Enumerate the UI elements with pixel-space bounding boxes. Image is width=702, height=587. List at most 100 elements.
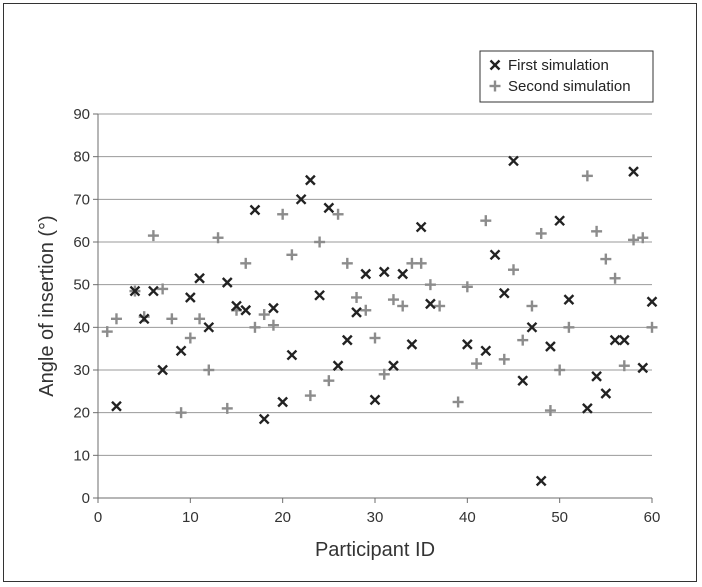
point-first-simulation	[323, 202, 335, 214]
point-second-simulation	[526, 300, 538, 312]
point-first-simulation	[360, 268, 372, 280]
x-tick-label: 40	[459, 509, 476, 526]
point-second-simulation	[480, 215, 492, 227]
point-first-simulation	[406, 339, 418, 350]
point-first-simulation	[221, 277, 233, 288]
point-first-simulation	[582, 403, 593, 414]
point-first-simulation	[277, 396, 289, 408]
point-first-simulation	[184, 292, 196, 303]
x-tick-label: 20	[274, 509, 291, 526]
point-second-simulation	[194, 313, 206, 325]
point-first-simulation	[498, 287, 510, 299]
legend-marker-first-simulation	[489, 59, 501, 71]
y-tick-label: 30	[73, 362, 90, 379]
point-second-simulation	[249, 321, 261, 333]
point-first-simulation	[249, 204, 261, 216]
y-tick-label: 40	[73, 319, 90, 336]
point-first-simulation	[600, 388, 612, 399]
point-second-simulation	[314, 236, 326, 248]
x-tick-label: 50	[551, 509, 568, 526]
point-first-simulation	[425, 298, 436, 310]
point-second-simulation	[240, 257, 252, 269]
y-tick-label: 20	[73, 405, 90, 422]
point-first-simulation	[194, 272, 205, 284]
point-second-simulation	[323, 375, 335, 387]
legend-label-second-simulation: Second simulation	[508, 78, 631, 95]
point-first-simulation	[526, 321, 538, 333]
point-first-simulation	[563, 294, 575, 305]
point-first-simulation	[369, 394, 381, 406]
point-first-simulation	[388, 360, 399, 372]
point-second-simulation	[544, 405, 556, 417]
point-second-simulation	[600, 253, 612, 265]
x-tick-label: 30	[367, 509, 384, 526]
legend-label-first-simulation: First simulation	[508, 57, 609, 74]
tick-labels: 0 10 20 30 40 50 60 70 80 90 0 10 20 30 40 50 60	[73, 106, 660, 526]
point-second-simulation	[258, 309, 270, 321]
point-second-simulation	[609, 272, 621, 284]
point-first-simulation	[157, 364, 168, 376]
point-first-simulation	[129, 285, 141, 297]
point-first-simulation	[148, 285, 159, 297]
point-second-simulation	[646, 321, 658, 333]
point-second-simulation	[184, 332, 196, 344]
y-axis-title: Angle of insertion (°)	[36, 215, 58, 396]
y-tick-label: 0	[82, 490, 90, 507]
point-first-simulation	[341, 334, 353, 346]
point-second-simulation	[341, 257, 353, 269]
x-axis-title: Participant ID	[315, 539, 435, 561]
point-first-simulation	[628, 166, 639, 177]
point-first-simulation	[286, 349, 298, 361]
point-first-simulation	[138, 313, 150, 325]
x-tick-label: 0	[94, 509, 102, 526]
point-second-simulation	[110, 313, 122, 325]
point-first-simulation	[618, 334, 630, 346]
point-first-simulation	[258, 413, 270, 425]
point-first-simulation	[637, 362, 649, 374]
point-second-simulation	[332, 208, 344, 220]
point-second-simulation	[508, 264, 519, 276]
point-first-simulation	[397, 268, 409, 280]
point-second-simulation	[397, 300, 409, 312]
point-second-simulation	[452, 396, 464, 408]
point-second-simulation	[581, 170, 593, 182]
point-second-simulation	[369, 332, 381, 344]
point-second-simulation	[637, 232, 649, 244]
point-second-simulation	[535, 227, 547, 239]
point-second-simulation	[212, 232, 224, 244]
point-second-simulation	[175, 407, 187, 419]
point-first-simulation	[231, 300, 242, 312]
point-second-simulation	[434, 300, 446, 312]
y-tick-label: 10	[73, 447, 90, 464]
point-second-simulation	[101, 326, 113, 338]
point-second-simulation	[628, 234, 640, 246]
point-first-simulation	[378, 266, 390, 278]
point-first-simulation	[268, 302, 279, 314]
point-second-simulation	[138, 311, 150, 323]
point-second-simulation	[471, 358, 483, 370]
legend-box	[479, 50, 654, 103]
point-second-simulation	[461, 281, 473, 293]
point-first-simulation	[111, 400, 122, 412]
point-first-simulation	[351, 307, 362, 318]
grid-lines	[98, 113, 652, 456]
point-second-simulation	[406, 257, 418, 269]
point-second-simulation	[415, 257, 427, 269]
chart-frame: 0 10 20 30 40 50 60 70 80 90 0 10 20 30 40 50 60 Partici…	[3, 3, 697, 582]
point-second-simulation	[563, 321, 575, 333]
point-first-simulation	[314, 289, 325, 301]
point-first-simulation	[295, 193, 307, 205]
legend-plus-marker	[489, 80, 501, 92]
point-first-simulation	[646, 296, 658, 308]
point-first-simulation	[203, 321, 215, 333]
point-first-simulation	[545, 341, 556, 352]
legend-x-marker	[489, 59, 501, 71]
y-tick-label: 70	[73, 191, 90, 208]
point-second-simulation	[378, 368, 390, 380]
point-first-simulation	[489, 249, 501, 261]
legend-marker-second-simulation	[489, 80, 501, 92]
point-second-simulation	[166, 313, 178, 325]
x-tick-label: 60	[644, 509, 661, 526]
point-second-simulation	[277, 208, 289, 220]
axes	[93, 113, 653, 503]
